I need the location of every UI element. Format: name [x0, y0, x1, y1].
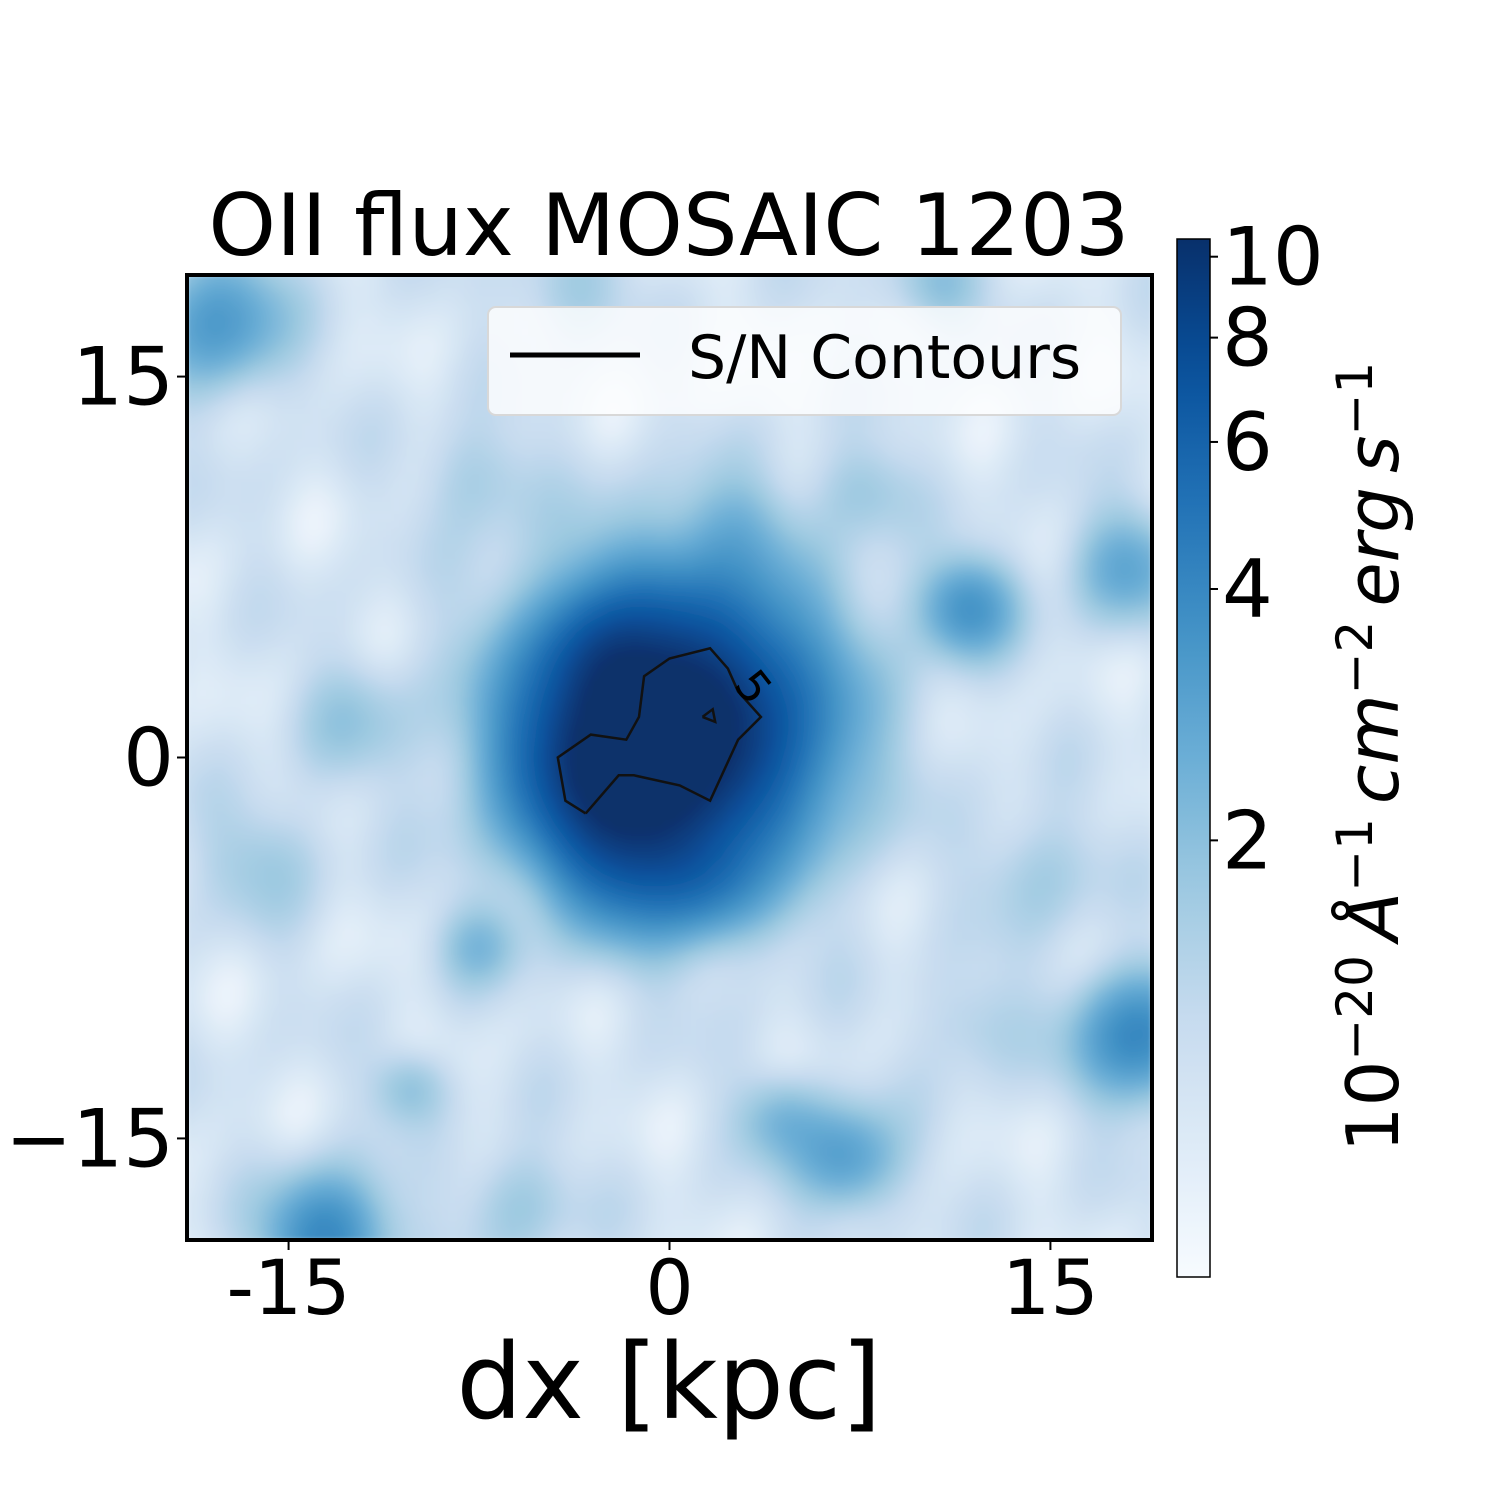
colorbar-label-units: Å: [1331, 892, 1415, 945]
heatmap-image: [187, 275, 1152, 1240]
colorbar-fill: [1177, 239, 1210, 1277]
y-axis-ticks: 15 0 −15: [5, 331, 187, 1185]
colorbar-label-cm-exp: −2: [1326, 621, 1384, 695]
x-tick-label: 15: [1002, 1243, 1099, 1332]
colorbar-tick-label: 6: [1222, 396, 1273, 489]
y-tick-label: −15: [5, 1092, 174, 1185]
sn-contour-line: [556, 646, 763, 815]
colorbar-label: 10−20Å−1cm−2ergs−1: [1326, 362, 1415, 1152]
legend-box: [487, 306, 1122, 416]
chart-title: OII flux MOSAIC 1203: [208, 176, 1129, 276]
x-axis-label: dx [kpc]: [456, 1321, 881, 1443]
colorbar-tick-label: 10: [1222, 211, 1324, 304]
colorbar-tick-label: 4: [1222, 543, 1273, 636]
colorbar-tick-label: 8: [1222, 292, 1273, 385]
colorbar-label-base: 10: [1331, 1061, 1415, 1153]
colorbar-tick-label: 2: [1222, 794, 1273, 887]
x-tick-label: -15: [227, 1243, 351, 1332]
y-tick-label: 0: [123, 712, 174, 805]
x-axis-ticks: -15 0 15: [227, 1240, 1099, 1332]
colorbar-ticks: 2 4 6 810: [1210, 211, 1324, 887]
colorbar-label-s: s: [1331, 436, 1415, 474]
colorbar-label-s-exp: −1: [1326, 362, 1384, 436]
colorbar-label-cm: cm: [1331, 694, 1415, 804]
colorbar-label-exp: −20: [1326, 955, 1384, 1061]
colorbar-label-units-exp: −1: [1326, 818, 1384, 892]
y-tick-label: 15: [72, 331, 174, 424]
legend: S/N Contours: [487, 306, 1122, 416]
plot-area: 5: [187, 275, 1152, 1240]
colorbar-frame: [1176, 238, 1211, 1278]
legend-label: S/N Contours: [688, 323, 1081, 393]
x-tick-label: 0: [645, 1243, 693, 1332]
sn-contour-inner: [701, 707, 717, 724]
colorbar-label-erg: erg: [1331, 487, 1415, 607]
